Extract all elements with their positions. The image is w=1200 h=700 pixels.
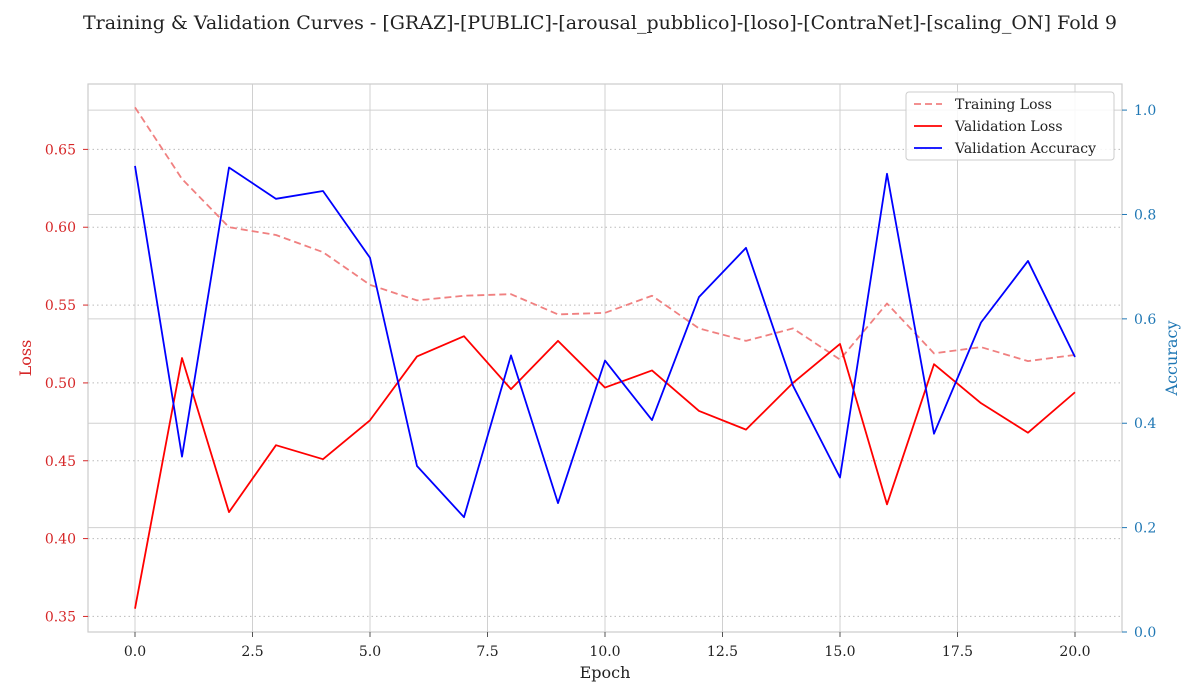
x-tick-label: 0.0 [124, 644, 146, 660]
y-left-tick-label: 0.60 [45, 220, 76, 236]
y-left-tick-label: 0.65 [45, 142, 76, 158]
y-right-tick-label: 1.0 [1134, 103, 1156, 119]
x-axis-label: Epoch [580, 663, 631, 682]
series-line-training-loss [134, 106, 1076, 363]
x-tick-label: 2.5 [241, 644, 263, 660]
x-tick-label: 12.5 [707, 644, 738, 660]
legend-label-validation-accuracy: Validation Accuracy [954, 141, 1096, 157]
x-tick-label: 7.5 [476, 644, 498, 660]
series-layer [134, 106, 1076, 609]
legend-label-training-loss: Training Loss [955, 97, 1052, 113]
legend-box [905, 91, 1115, 161]
x-tick-label: 17.5 [942, 644, 973, 660]
y-axis-right-label: Accuracy [1162, 321, 1181, 397]
y-left-tick-label: 0.45 [45, 454, 76, 470]
x-tick-label: 10.0 [589, 644, 620, 660]
y-right-tick-label: 0.8 [1134, 207, 1156, 223]
x-tick-label: 5.0 [359, 644, 381, 660]
y-right-tick-label: 0.2 [1134, 521, 1156, 537]
grid-layer [88, 84, 1122, 633]
y-right-tick-label: 0.6 [1134, 312, 1156, 328]
y-right-tick-label: 0.4 [1134, 416, 1156, 432]
axis-layer: 0.0 2.5 5.0 7.5 10.0 12.5 15.0 17.5 20.0 0.0 0.2 0.… [45, 103, 1157, 660]
y-axis-left-label: Loss [16, 340, 35, 377]
series-line-validation-accuracy [134, 165, 1076, 519]
legend-label-validation-loss: Validation Loss [954, 119, 1063, 135]
x-tick-label: 20.0 [1059, 644, 1090, 660]
series-line-validation-loss [134, 335, 1076, 609]
chart-title: Training & Validation Curves - [GRAZ]-[P… [83, 12, 1117, 34]
y-left-tick-label: 0.50 [45, 376, 76, 392]
y-left-tick-label: 0.40 [45, 532, 76, 548]
y-right-tick-label: 0.0 [1134, 625, 1156, 641]
y-left-tick-label: 0.35 [45, 609, 76, 625]
legend: Training Loss Validation Loss Validation A… [905, 91, 1115, 161]
x-tick-label: 15.0 [824, 644, 855, 660]
y-left-tick-label: 0.55 [45, 298, 76, 314]
